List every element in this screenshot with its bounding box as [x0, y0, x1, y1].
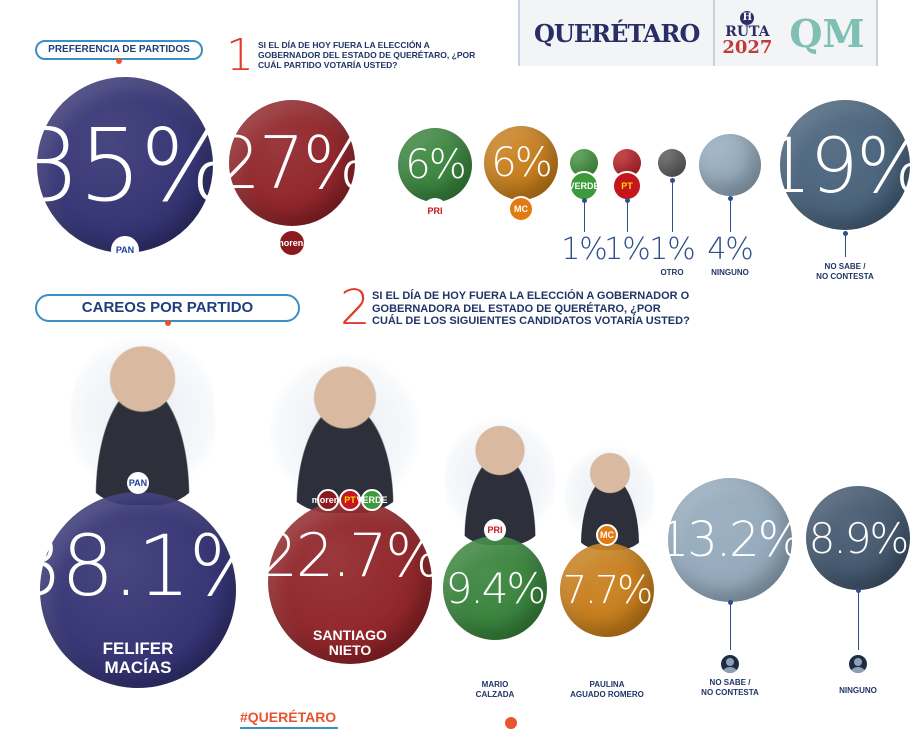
connector-line: [728, 600, 733, 650]
bubble-pan: 35%: [17, 77, 235, 253]
bubble-no-sabe-no-contesta: 13.2%: [659, 478, 803, 602]
brand-logo: QUERÉTARO: [520, 0, 716, 66]
logo-pt: PT: [339, 489, 361, 511]
logo-mc: MC: [596, 524, 618, 546]
connector-line: [843, 231, 848, 257]
category-label: NINGUNO: [711, 268, 749, 277]
photo-santiago-nieto: [270, 348, 420, 513]
section2-number: 2: [340, 280, 371, 336]
candidate-name: SANTIAGO NIETO: [313, 627, 387, 659]
category-label: NO SABE / NO CONTESTA: [816, 262, 874, 281]
category-label: NINGUNO: [839, 686, 877, 695]
ruta-2027-logo: H RUTA 2027: [722, 11, 773, 58]
divider: [240, 727, 338, 729]
avatar-silhouette-icon: [721, 655, 739, 673]
bubble-felifer-maci-as: 38.1%: [10, 492, 268, 688]
category-label: NO SABE / NO CONTESTA: [701, 678, 759, 697]
logo-morena: morena: [312, 489, 344, 511]
candidate-name: MARIO CALZADA: [475, 680, 515, 699]
bubble-no-sabe-no-contesta: 19%: [764, 100, 922, 230]
connector-line: [856, 588, 861, 650]
masthead: QUERÉTARO H RUTA 2027 QM: [518, 0, 878, 66]
connector-line: [582, 198, 587, 232]
section1-title: PREFERENCIA DE PARTIDOS: [35, 40, 203, 64]
value-label: 1%: [649, 232, 696, 267]
logo-morena: morena: [276, 229, 308, 257]
candidate-name: FELIFER MACÍAS: [102, 639, 174, 677]
section2-title: CAREOS POR PARTIDO: [35, 294, 300, 326]
logo-verde: VERDE: [357, 489, 388, 511]
bubble-movimiento-ciudadano: 6%: [484, 126, 558, 200]
connector-line: [625, 198, 630, 232]
avatar-silhouette-icon: [849, 655, 867, 673]
logo-pan: PAN: [127, 472, 149, 494]
logo-mc: MC: [508, 196, 534, 222]
bubble-morena: 27%: [215, 100, 371, 226]
connector-line: [670, 178, 675, 232]
logo-verde: VERDE: [569, 171, 600, 201]
connector-line: [728, 196, 733, 232]
section1-question: SI EL DÍA DE HOY FUERA LA ELECCIÓN A GOB…: [258, 40, 476, 70]
section1-number: 1: [226, 30, 254, 81]
value-label: 1%: [561, 232, 608, 267]
hashtag: #QUERÉTARO: [240, 709, 337, 725]
logo-pri: PRI: [422, 198, 448, 224]
candidate-name: PAULINA AGUADO ROMERO: [570, 680, 644, 699]
value-label: 1%: [604, 232, 651, 267]
qm-logo: QM: [789, 10, 865, 56]
logo-pt: PT: [612, 171, 642, 201]
section2-question: SI EL DÍA DE HOY FUERA LA ELECCIÓN A GOB…: [372, 290, 690, 328]
logo-pri: PRI: [484, 519, 506, 541]
bubble-mario-calzada: 9.4%: [443, 536, 547, 640]
decorative-dot: [505, 717, 517, 729]
logo-pan: PAN: [111, 236, 139, 264]
bubble-ninguno: 8.9%: [806, 486, 910, 590]
bubble-santiago-nieto: 22.7%: [260, 500, 442, 664]
value-label: 4%: [707, 232, 754, 267]
bubble-otro: [658, 149, 686, 177]
bubble-paulina-aguado-romero: 7.7%: [560, 543, 654, 637]
bubble-pri: 6%: [398, 128, 472, 202]
bubble-ninguno: [699, 134, 761, 196]
category-label: OTRO: [660, 268, 684, 277]
